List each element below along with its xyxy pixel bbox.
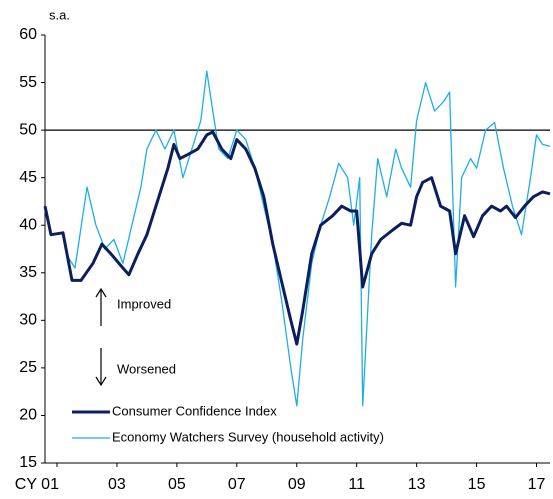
x-tick-label: 15 [468, 476, 486, 493]
legend-label: Consumer Confidence Index [112, 403, 277, 418]
x-tick-label: 11 [348, 476, 365, 493]
y-tick-label: 45 [19, 169, 37, 186]
x-tick-label: CY 01 [15, 476, 59, 493]
y-tick-label: 50 [19, 121, 37, 138]
y-tick-label: 20 [19, 407, 37, 424]
y-tick-label: 40 [19, 216, 37, 233]
x-tick-label: 07 [228, 476, 246, 493]
y-tick-label: 15 [19, 454, 37, 471]
series-line [65, 70, 551, 407]
arrow-up-head [95, 287, 107, 298]
x-tick-label: 05 [168, 476, 186, 493]
annotation: Improved [117, 296, 171, 311]
annotation: Worsened [117, 361, 176, 376]
x-tick-label: 17 [528, 476, 546, 493]
x-tick-label: 03 [108, 476, 126, 493]
legend-label: Economy Watchers Survey (household activ… [112, 429, 384, 444]
y-tick-label: 60 [19, 26, 37, 43]
x-tick-label: 09 [288, 476, 306, 493]
x-tick-label: 13 [408, 476, 426, 493]
unit-label: s.a. [49, 7, 70, 22]
y-tick-label: 35 [19, 264, 37, 281]
y-tick-label: 30 [19, 312, 37, 329]
y-tick-label: 25 [19, 359, 37, 376]
y-tick-label: 55 [19, 74, 37, 91]
series-line [43, 130, 551, 346]
arrow-down-head [95, 376, 107, 387]
